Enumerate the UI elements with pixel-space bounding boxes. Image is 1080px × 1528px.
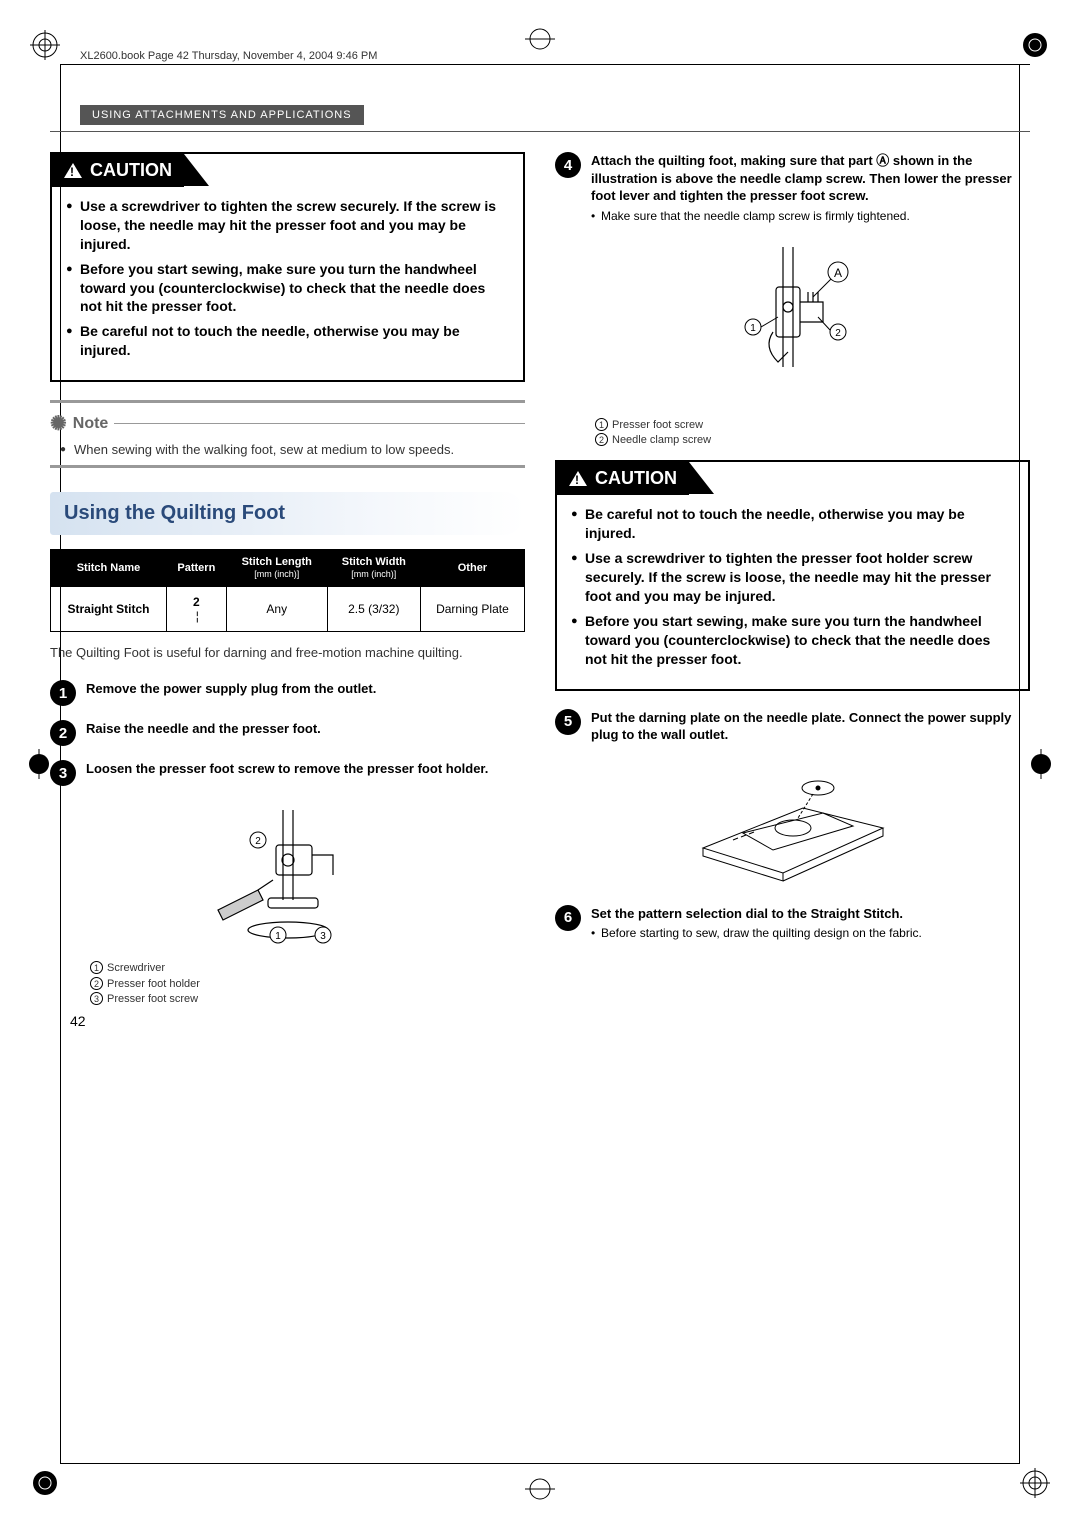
step-sub: Before starting to sew, draw the quiltin… (591, 926, 922, 940)
step-5: 5 Put the darning plate on the needle pl… (555, 709, 1030, 744)
th-pattern: Pattern (166, 550, 226, 587)
step-number: 6 (555, 905, 581, 931)
step-number: 5 (555, 709, 581, 735)
step-1: 1 Remove the power supply plug from the … (50, 680, 525, 706)
caution-item: Use a screwdriver to tighten the presser… (571, 549, 1014, 606)
figure-presser-foot: 2 1 3 1Screwdriver 2Presser foot holder … (50, 800, 525, 1007)
caution-item: Use a screwdriver to tighten the screw s… (66, 197, 509, 254)
td-pattern: 2¦ (166, 587, 226, 632)
figure-legend: 1Presser foot screw 2Needle clamp screw (555, 418, 1030, 449)
step-text: Raise the needle and the presser foot. (86, 720, 321, 738)
caution-header: CAUTION (557, 462, 689, 495)
note-block: ✺ Note When sewing with the walking foot… (50, 400, 525, 468)
th-width: Stitch Width[mm (inch)] (327, 550, 420, 587)
step-4: 4 Attach the quilting foot, making sure … (555, 152, 1030, 223)
svg-text:2: 2 (255, 836, 261, 847)
svg-text:3: 3 (320, 931, 326, 942)
step-sub: Make sure that the needle clamp screw is… (591, 209, 1030, 223)
step-number: 3 (50, 760, 76, 786)
th-length: Stitch Length[mm (inch)] (226, 550, 327, 587)
figure-darning-plate (555, 758, 1030, 893)
step-number: 4 (555, 152, 581, 178)
warning-icon (569, 471, 587, 486)
caution-header: CAUTION (52, 154, 184, 187)
note-body: When sewing with the walking foot, sew a… (50, 442, 525, 457)
step-text: Loosen the presser foot screw to remove … (86, 760, 488, 778)
crop-line (60, 1463, 1020, 1464)
registration-mark (1020, 1468, 1050, 1498)
caution-item: Before you start sewing, make sure you t… (571, 612, 1014, 669)
caution-item: Be careful not to touch the needle, othe… (66, 322, 509, 360)
td-name: Straight Stitch (51, 587, 167, 632)
section-rule (50, 131, 1030, 132)
step-6: 6 Set the pattern selection dial to the … (555, 905, 1030, 941)
svg-text:1: 1 (750, 323, 756, 334)
step-2: 2 Raise the needle and the presser foot. (50, 720, 525, 746)
page-header: XL2600.book Page 42 Thursday, November 4… (80, 50, 1030, 65)
caution-title: CAUTION (90, 160, 172, 181)
step-3: 3 Loosen the presser foot screw to remov… (50, 760, 525, 786)
svg-text:1: 1 (275, 931, 281, 942)
registration-mark (525, 1474, 555, 1504)
note-icon: ✺ (50, 411, 67, 436)
step-text: Attach the quilting foot, making sure th… (591, 152, 1030, 205)
note-rule (114, 423, 525, 424)
description: The Quilting Foot is useful for darning … (50, 644, 525, 662)
step-number: 1 (50, 680, 76, 706)
caution-item: Be careful not to touch the needle, othe… (571, 505, 1014, 543)
stitch-table: Stitch Name Pattern Stitch Length[mm (in… (50, 549, 525, 632)
step-text: Remove the power supply plug from the ou… (86, 680, 376, 698)
caution-item: Before you start sewing, make sure you t… (66, 260, 509, 317)
caution-box-1: CAUTION Use a screwdriver to tighten the… (50, 152, 525, 382)
td-other: Darning Plate (420, 587, 524, 632)
td-width: 2.5 (3/32) (327, 587, 420, 632)
section-tag: USING ATTACHMENTS AND APPLICATIONS (80, 105, 364, 125)
warning-icon (64, 163, 82, 178)
td-length: Any (226, 587, 327, 632)
figure-quilting-foot: A 1 2 1Presser foot screw 2Needle clamp … (555, 237, 1030, 449)
registration-mark (30, 1468, 60, 1498)
th-name: Stitch Name (51, 550, 167, 587)
page-number: 42 (70, 1013, 86, 1029)
note-title: Note (73, 415, 109, 433)
svg-text:A: A (833, 266, 841, 280)
step-text: Set the pattern selection dial to the St… (591, 905, 922, 923)
figure-legend: 1Screwdriver 2Presser foot holder 3Press… (50, 961, 525, 1007)
caution-box-2: CAUTION Be careful not to touch the need… (555, 460, 1030, 690)
svg-text:2: 2 (835, 328, 841, 339)
step-text: Put the darning plate on the needle plat… (591, 709, 1030, 744)
step-number: 2 (50, 720, 76, 746)
caution-title: CAUTION (595, 468, 677, 489)
th-other: Other (420, 550, 524, 587)
section-heading: Using the Quilting Foot (50, 492, 525, 535)
